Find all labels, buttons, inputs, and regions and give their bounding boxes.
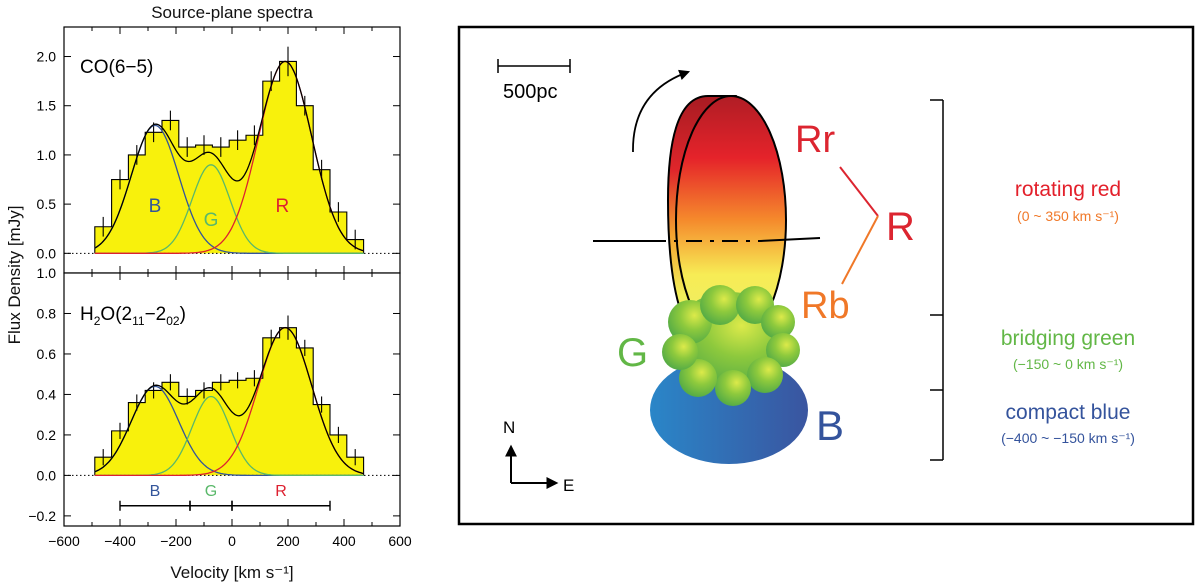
legend-title-green: bridging green [1001, 327, 1135, 350]
y-tick-label: 0.0 [37, 467, 57, 483]
axis-line-right [759, 237, 821, 242]
figure-title: Source-plane spectra [151, 3, 313, 22]
x-tick-label: −400 [104, 533, 136, 549]
legend-title-blue: compact blue [1006, 401, 1131, 424]
y-tick-label: 1.0 [37, 265, 57, 281]
compass-east: E [563, 476, 574, 495]
label-rr: Rr [795, 119, 835, 161]
y-tick-label: 2.0 [37, 49, 57, 65]
x-tick-label: 600 [388, 533, 412, 549]
velocity-range-label-g: G [205, 483, 217, 500]
y-tick-label: −0.2 [28, 508, 56, 524]
spectrum-panel-co: 0.0 0.5 1.0 1.5 2.0 CO(6−5) B G R [37, 26, 401, 274]
histogram-fill [94, 61, 364, 254]
line-label-co: CO(6−5) [80, 57, 153, 78]
legend-title-red: rotating red [1015, 178, 1121, 201]
x-tick-label: 400 [332, 533, 356, 549]
y-axis-label: Flux Density [mJy] [5, 206, 24, 345]
velocity-range-label-r: R [275, 483, 287, 500]
y-tick-label: 1.5 [37, 98, 57, 114]
component-label-g: G [204, 210, 219, 231]
legend-range-green: (−150 ~ 0 km s⁻¹) [1013, 356, 1123, 372]
y-tick-label: 0.2 [37, 427, 57, 443]
x-tick-label: −600 [48, 533, 80, 549]
component-label-r: R [276, 196, 290, 217]
y-tick-label: 1.0 [37, 147, 57, 163]
x-tick-label: −200 [160, 533, 192, 549]
label-b: B [816, 402, 844, 449]
compass-north: N [503, 418, 515, 437]
connector-rr [839, 166, 879, 217]
label-rb: Rb [801, 285, 850, 327]
total-fit-line [94, 60, 364, 252]
y-tick-label: 0.6 [37, 346, 57, 362]
x-axis-label: Velocity [km s⁻¹] [170, 563, 293, 582]
y-tick-label: 0.5 [37, 196, 57, 212]
connector-rb [841, 215, 879, 285]
diagram-frame [457, 25, 1195, 526]
total-fit-line [94, 326, 364, 475]
y-tick-label: 0.8 [37, 305, 57, 321]
legend-range-red: (0 ~ 350 km s⁻¹) [1017, 208, 1119, 224]
compass-icon [505, 444, 559, 489]
label-g: G [617, 331, 648, 375]
velocity-range-label-b: B [150, 483, 161, 500]
x-tick-label: 0 [228, 533, 236, 549]
y-tick-label: 0.4 [37, 386, 57, 402]
legend-range-blue: (−400 ~ −150 km s⁻¹) [1001, 430, 1135, 446]
scale-bar-label: 500pc [503, 81, 558, 103]
spectrum-panel-h2o: −600 −400 −200 0 200 400 600 −0.2 0.0 0.2 0.4 0.6 0.… [28, 265, 412, 549]
line-label-h2o: H2O(211−202) [80, 304, 186, 328]
x-tick-label: 200 [276, 533, 300, 549]
label-r: R [886, 205, 915, 249]
green-component-cloud [662, 285, 800, 406]
component-label-b: B [149, 196, 162, 217]
y-tick-label: 0.0 [37, 245, 57, 261]
kinematic-diagram: 500pc Rr R Rb G B [457, 25, 1195, 526]
scale-bar [497, 59, 571, 73]
rotation-arrow-icon [632, 69, 691, 153]
histogram-fill [94, 327, 364, 476]
legend-bracket [930, 99, 944, 461]
